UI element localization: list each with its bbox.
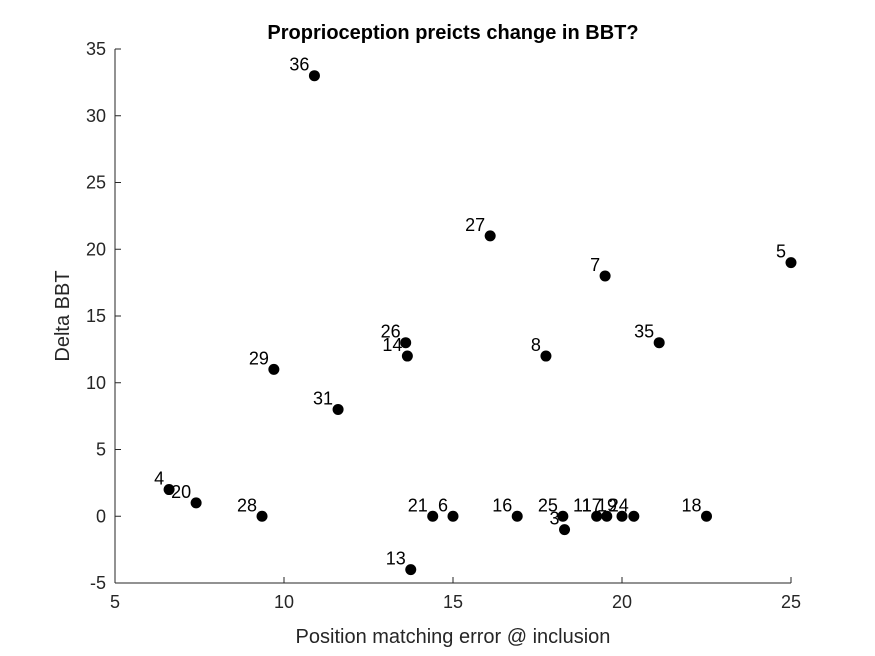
point-label: 16 xyxy=(492,495,512,515)
y-axis-label: Delta BBT xyxy=(52,270,74,361)
point-label: 7 xyxy=(590,255,600,275)
x-tick-label: 5 xyxy=(110,592,120,612)
y-tick-label: 30 xyxy=(86,106,106,126)
data-point xyxy=(785,257,797,269)
data-point xyxy=(653,337,665,349)
data-point xyxy=(701,510,712,522)
data-point xyxy=(616,510,628,522)
x-tick-label: 25 xyxy=(781,592,801,612)
point-label: 35 xyxy=(634,322,654,342)
point-label: 28 xyxy=(237,495,257,515)
data-point xyxy=(401,350,413,362)
data-point xyxy=(447,510,459,522)
x-tick-label: 20 xyxy=(612,592,632,612)
chart-title: Proprioception preicts change in BBT? xyxy=(267,22,638,44)
y-tick-label: 15 xyxy=(86,306,106,326)
point-label: 36 xyxy=(289,55,309,75)
data-point xyxy=(601,510,613,522)
point-label: 24 xyxy=(609,495,629,515)
point-label: 11 xyxy=(573,495,592,515)
y-tick-label: 0 xyxy=(96,506,106,526)
data-point xyxy=(484,230,496,242)
y-tick-label: 20 xyxy=(86,239,106,259)
point-label: 26 xyxy=(381,322,401,342)
point-label: 18 xyxy=(681,495,701,515)
data-point xyxy=(268,363,280,375)
point-label: 20 xyxy=(171,482,191,502)
point-label: 25 xyxy=(538,495,558,515)
point-label: 8 xyxy=(531,335,541,355)
point-label: 3 xyxy=(550,509,560,529)
point-label: 27 xyxy=(465,215,485,235)
y-tick-label: 10 xyxy=(86,373,106,393)
y-tick-label: 35 xyxy=(86,39,106,59)
point-label: 5 xyxy=(776,242,786,262)
data-point xyxy=(599,270,611,282)
point-label: 31 xyxy=(313,388,333,408)
data-point xyxy=(256,510,268,522)
point-label: 19 xyxy=(597,495,617,515)
y-tick-label: 5 xyxy=(96,440,106,460)
data-point xyxy=(511,510,523,522)
data-point xyxy=(559,524,571,536)
data-point xyxy=(190,497,202,509)
point-label: 29 xyxy=(249,348,269,368)
data-point xyxy=(540,350,552,362)
data-point xyxy=(557,510,569,522)
data-point xyxy=(332,403,344,415)
x-tick-label: 15 xyxy=(443,592,463,612)
data-point xyxy=(405,564,417,576)
point-label: 14 xyxy=(382,335,402,355)
y-tick-label: 25 xyxy=(86,173,106,193)
data-point xyxy=(163,484,175,496)
data-point xyxy=(308,70,320,82)
x-tick-label: 10 xyxy=(274,592,294,612)
point-label: 4 xyxy=(154,469,164,489)
point-label: 6 xyxy=(438,495,448,515)
point-label: 17 xyxy=(582,495,602,515)
x-axis-label: Position matching error @ inclusion xyxy=(296,626,611,648)
data-point xyxy=(400,337,412,349)
point-label: 13 xyxy=(386,549,406,569)
y-tick-label: -5 xyxy=(90,573,106,593)
data-point xyxy=(628,510,640,522)
data-point xyxy=(427,510,439,522)
data-points xyxy=(163,70,797,576)
point-label: 21 xyxy=(408,495,428,515)
data-point xyxy=(591,510,603,522)
